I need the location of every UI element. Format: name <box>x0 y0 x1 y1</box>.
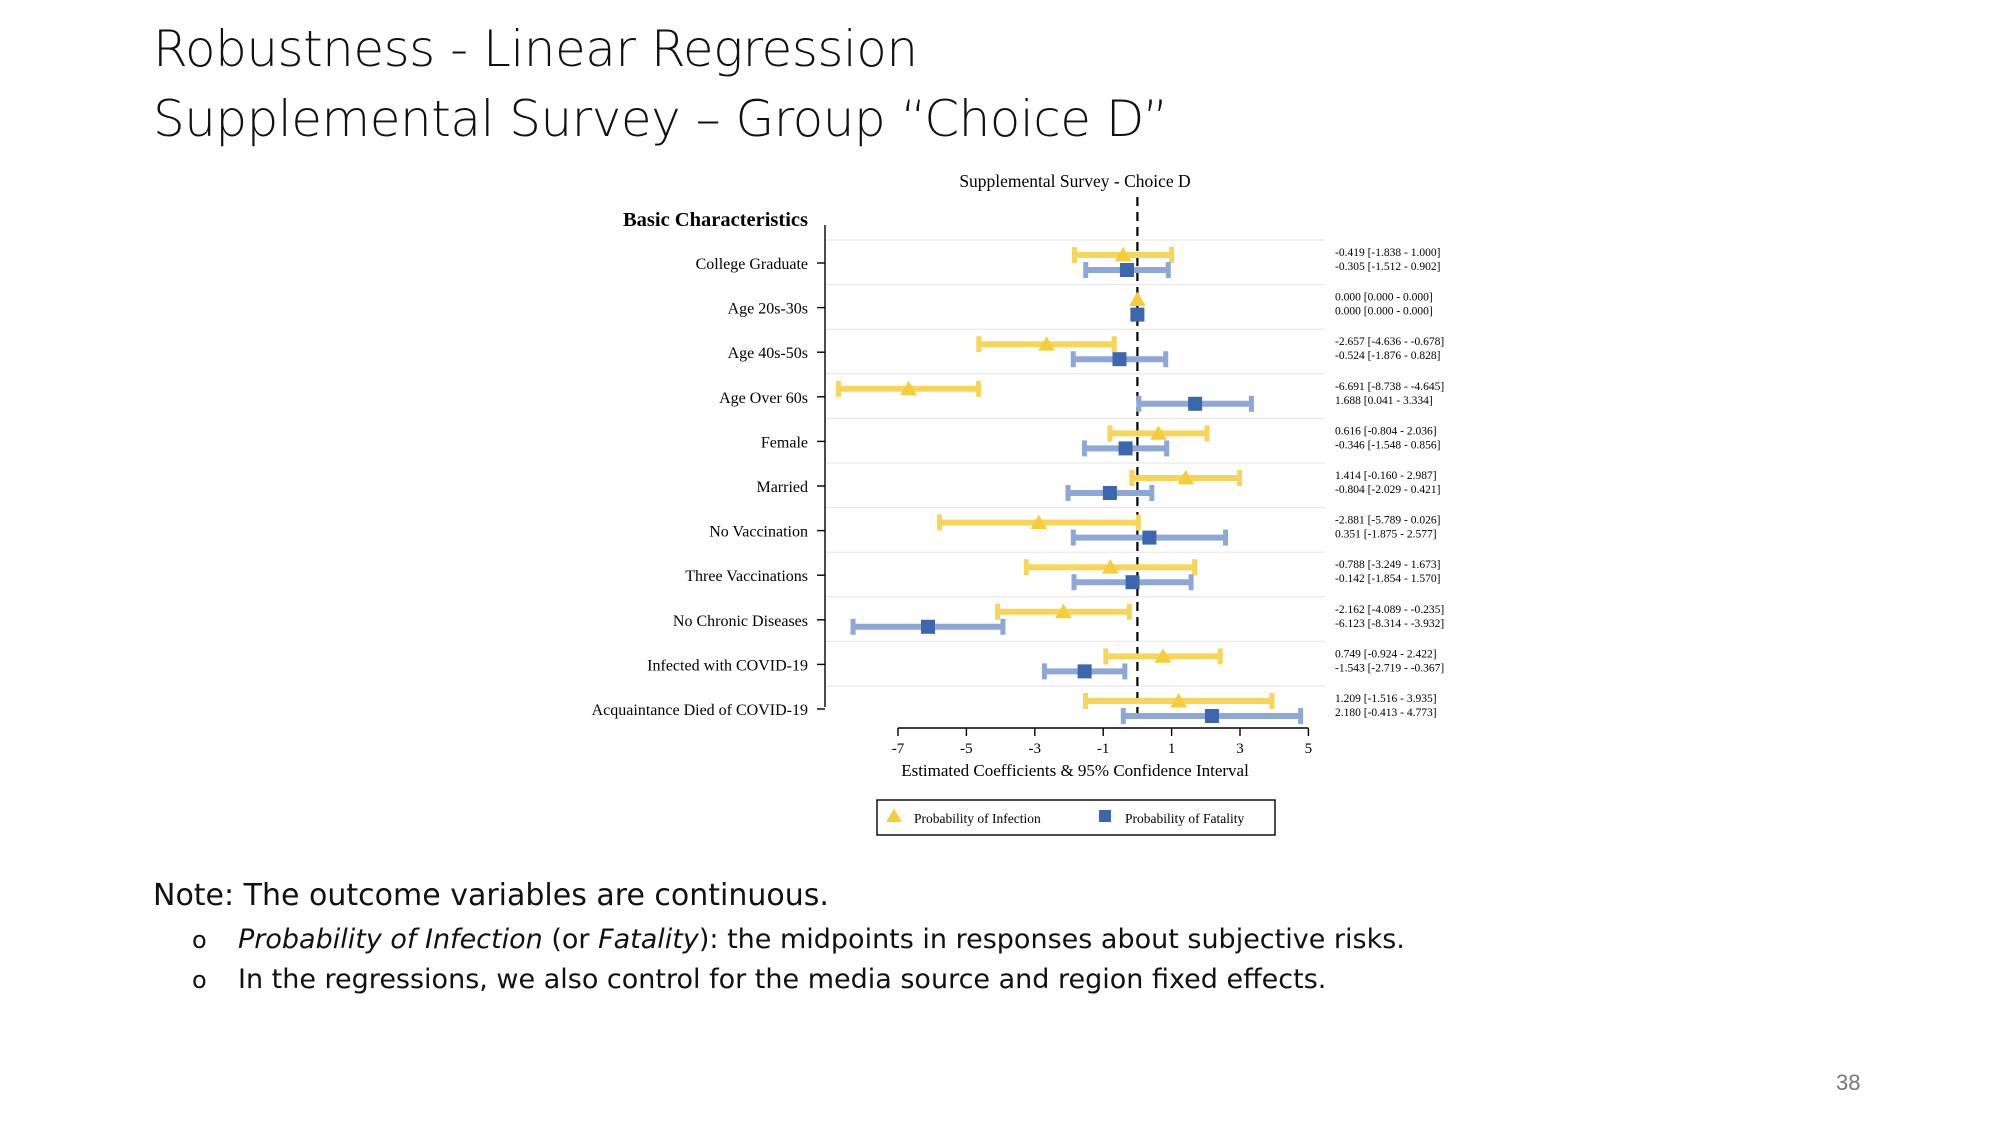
fatality-value-label: -0.305 [-1.512 - 0.902] <box>1335 261 1440 273</box>
infection-point <box>1038 336 1055 351</box>
infection-point <box>1154 648 1172 663</box>
fatality-value-label: 2.180 [-0.413 - 4.773] <box>1335 707 1437 719</box>
x-tick-label: 3 <box>1236 741 1244 757</box>
fatality-value-label: -0.804 [-2.029 - 0.421] <box>1335 484 1440 496</box>
infection-point <box>1102 559 1119 574</box>
bullet-marker: o <box>192 966 207 994</box>
infection-value-label: 1.414 [-0.160 - 2.987] <box>1335 470 1437 482</box>
infection-value-label: -2.657 [-4.636 - -0.678] <box>1335 336 1444 348</box>
fatality-value-label: -6.123 [-8.314 - -3.932] <box>1335 618 1444 630</box>
infection-value-label: -0.419 [-1.838 - 1.000] <box>1335 247 1440 259</box>
fatality-point <box>1077 664 1092 679</box>
legend-box <box>876 799 1276 836</box>
note-bullet-2: o In the regressions, we also control for… <box>192 964 1326 995</box>
x-axis-label: Estimated Coefficients & 95% Confidence … <box>901 761 1249 780</box>
note-text: Note: The outcome variables are continuo… <box>153 878 829 913</box>
infection-value-label: -0.788 [-3.249 - 1.673] <box>1335 559 1440 571</box>
infection-point <box>1177 470 1195 485</box>
x-tick-label: -5 <box>960 741 973 757</box>
infection-point <box>1030 514 1048 529</box>
slide-title-line-1: Robustness - Linear Regression <box>153 20 918 78</box>
fatality-value-label: -0.142 [-1.854 - 1.570] <box>1335 573 1440 585</box>
row-label: No Chronic Diseases <box>673 613 808 630</box>
fatality-value-label: 1.688 [0.041 - 3.334] <box>1335 395 1433 407</box>
slide-title-line-2: Supplemental Survey – Group “Choice D” <box>153 90 1168 148</box>
fatality-point <box>1204 709 1219 723</box>
bullet-italic-fatality: Fatality <box>598 924 699 955</box>
row-label: Female <box>761 434 808 451</box>
coefficient-chart: Supplemental Survey - Choice D Basic Char… <box>592 171 1444 836</box>
row-label: College Graduate <box>696 256 808 273</box>
chart-title: Supplemental Survey - Choice D <box>959 171 1190 191</box>
row-label: Age 40s-50s <box>728 345 808 362</box>
note-bullet-1: o Probability of Infection (or Fatality):… <box>192 924 1405 955</box>
bullet-text: (or <box>542 924 599 955</box>
row-label: Age 20s-30s <box>728 301 808 318</box>
bullet-text: In the regressions, we also control for … <box>238 964 1327 995</box>
fatality-value-label: 0.000 [0.000 - 0.000] <box>1335 306 1433 318</box>
infection-point <box>1114 247 1132 262</box>
fatality-point <box>920 619 935 634</box>
fatality-point <box>1102 486 1117 500</box>
row-label: Age Over 60s <box>719 390 808 407</box>
infection-value-label: -2.162 [-4.089 - -0.235] <box>1335 604 1444 616</box>
infection-value-label: 0.000 [0.000 - 0.000] <box>1335 292 1433 304</box>
row-label: No Vaccination <box>709 524 808 541</box>
fatality-point <box>1130 307 1145 322</box>
row-label: Infected with COVID-19 <box>647 657 808 674</box>
legend-infection-marker <box>886 808 902 822</box>
legend-fatality-marker <box>1099 810 1111 822</box>
fatality-value-label: -0.524 [-1.876 - 0.828] <box>1335 350 1440 362</box>
legend-fatality-label: Probability of Fatality <box>1125 811 1244 826</box>
page-number: 38 <box>1836 1070 1861 1095</box>
infection-value-label: -2.881 [-5.789 - 0.026] <box>1335 515 1440 527</box>
row-label: Three Vaccinations <box>685 568 808 585</box>
group-label: Basic Characteristics <box>623 209 808 231</box>
bullet-italic-infection: Probability of Infection <box>238 924 543 955</box>
infection-point <box>1170 693 1188 708</box>
infection-value-label: 0.749 [-0.924 - 2.422] <box>1335 648 1437 660</box>
x-tick-label: -1 <box>1097 741 1110 757</box>
x-tick-label: -7 <box>892 741 905 757</box>
infection-value-label: 0.616 [-0.804 - 2.036] <box>1335 425 1437 437</box>
fatality-value-label: -1.543 [-2.719 - -0.367] <box>1335 662 1444 674</box>
bullet-marker: o <box>192 926 207 954</box>
infection-value-label: 1.209 [-1.516 - 3.935] <box>1335 693 1437 705</box>
infection-point <box>1129 291 1146 306</box>
legend-infection-label: Probability of Infection <box>914 811 1041 826</box>
bullet-text: ): the midpoints in responses about subj… <box>698 924 1405 955</box>
infection-value-label: -6.691 [-8.738 - -4.645] <box>1335 381 1444 393</box>
fatality-value-label: 0.351 [-1.875 - 2.577] <box>1335 529 1437 541</box>
infection-point <box>1055 603 1072 619</box>
fatality-point <box>1125 575 1140 590</box>
fatality-point <box>1118 441 1133 456</box>
x-tick-label: 1 <box>1168 741 1176 757</box>
x-tick-label: 5 <box>1305 741 1313 757</box>
row-label: Married <box>756 479 808 496</box>
x-tick-label: -3 <box>1029 741 1042 757</box>
fatality-point <box>1188 396 1203 411</box>
row-label: Acquaintance Died of COVID-19 <box>592 702 808 719</box>
slide-title: Robustness - Linear Regression Supplemen… <box>153 14 1168 154</box>
fatality-value-label: -0.346 [-1.548 - 0.856] <box>1335 439 1440 451</box>
infection-point <box>900 380 917 396</box>
fatality-point <box>1112 352 1127 367</box>
fatality-point <box>1142 530 1157 545</box>
fatality-point <box>1119 263 1134 277</box>
infection-point <box>1150 425 1167 440</box>
